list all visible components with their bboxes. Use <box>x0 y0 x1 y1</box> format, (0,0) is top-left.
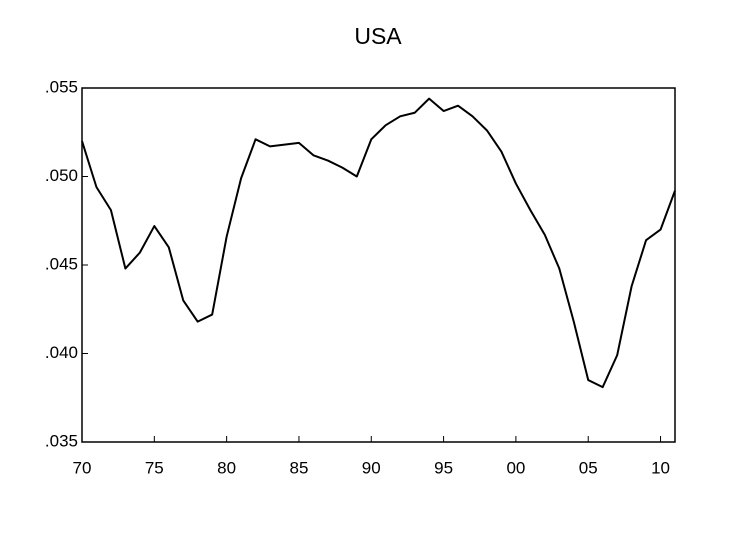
x-tick-label: 80 <box>217 458 236 477</box>
x-tick-label: 70 <box>73 458 92 477</box>
y-tick-label: .055 <box>45 77 78 96</box>
data-line <box>81 97 676 389</box>
y-tick-label: .040 <box>45 343 78 362</box>
plot-frame <box>81 87 676 443</box>
y-tick-label: .050 <box>45 166 78 185</box>
x-tick-label: 90 <box>362 458 381 477</box>
x-tick-label: 05 <box>579 458 598 477</box>
chart-title: USA <box>354 23 402 49</box>
x-tick-label: 75 <box>145 458 164 477</box>
x-tick-label: 00 <box>506 458 525 477</box>
x-tick-label: 85 <box>289 458 308 477</box>
y-tick-label: .035 <box>45 431 78 450</box>
y-tick-label: .045 <box>45 254 78 273</box>
x-tick-label: 10 <box>651 458 670 477</box>
x-tick-label: 95 <box>434 458 453 477</box>
